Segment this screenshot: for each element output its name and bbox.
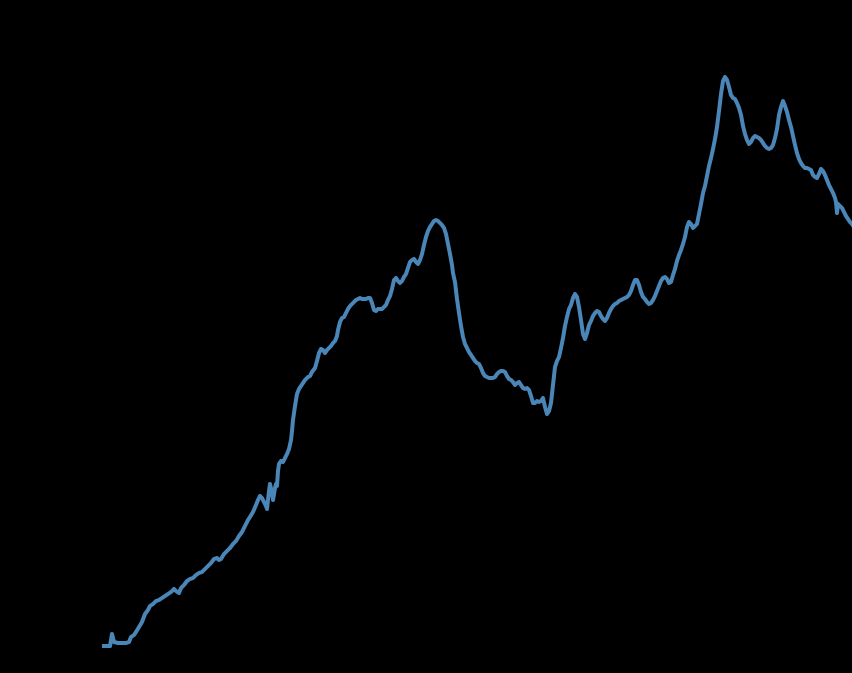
line-chart-svg (102, 75, 852, 648)
price-line-series (102, 75, 852, 648)
line-chart (40, 16, 852, 673)
